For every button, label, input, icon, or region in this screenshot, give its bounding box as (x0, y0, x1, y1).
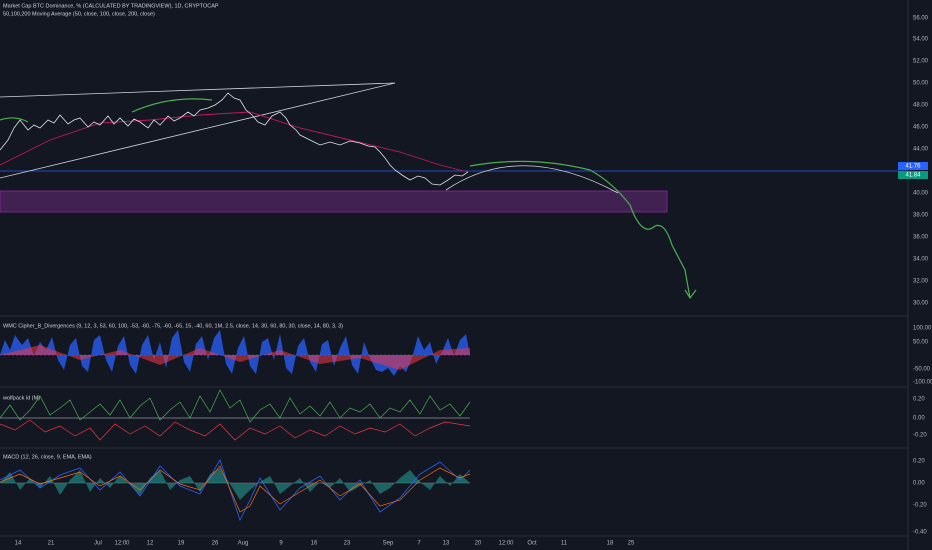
price-tick: 30.00 (913, 301, 929, 307)
time-tick: 20 (475, 541, 482, 547)
pane-tick: -0.20 (913, 433, 927, 439)
ma-legend: 50,100,200 Moving Average (50, close, 10… (3, 11, 155, 17)
oscillator-up (0, 389, 471, 423)
arc-drawing (131, 98, 213, 113)
pane-tick: -0.20 (913, 503, 927, 509)
money-flow (0, 345, 470, 370)
zone-box (0, 190, 668, 213)
time-tick: 11 (561, 541, 568, 547)
pane-title: WMC Cipher_B_Divergences (9, 12, 3, 53, … (3, 323, 343, 329)
time-tick: 12:00 (114, 541, 130, 547)
time-tick: Sep (383, 541, 394, 547)
symbol-legend: Market Cap BTC Dominance, % (CALCULATED … (3, 3, 219, 9)
last-close: 41.84 (905, 173, 921, 179)
price-tick: 36.00 (913, 235, 929, 241)
signal-line (0, 465, 471, 513)
price-tick: 44.00 (913, 147, 929, 153)
pane-tick: 0.00 (913, 416, 925, 422)
wedge-line (0, 82, 396, 98)
time-tick: 9 (279, 541, 283, 547)
macd-histogram (0, 468, 470, 500)
price-tick: 32.00 (913, 279, 929, 285)
pane-tick: -100.00 (913, 380, 932, 386)
time-tick: 13 (443, 541, 450, 547)
time-tick: 26 (212, 541, 219, 547)
price-tick: 50.00 (913, 81, 929, 87)
arc-drawing (0, 117, 29, 123)
pane-tick: 0.00 (913, 481, 925, 487)
time-tick: 14 (15, 541, 22, 547)
time-tick: 25 (628, 541, 635, 547)
last-price-tag (898, 162, 928, 170)
pane-title: wolfpack id (M) (2, 395, 40, 401)
oscillator-down (0, 419, 471, 441)
time-tick: 18 (607, 541, 614, 547)
last-price: 41.76 (905, 164, 921, 170)
time-tick: Jul (94, 541, 102, 547)
time-tick: 12:00 (498, 541, 514, 547)
time-tick: 21 (48, 541, 55, 547)
price-tick: 40.00 (913, 191, 929, 197)
pane-tick: 50.00 (913, 340, 929, 346)
pane-tick: 100.00 (913, 326, 932, 332)
wedge-line (0, 82, 396, 179)
time-tick: Aug (238, 541, 249, 547)
price-tick: 38.00 (913, 213, 929, 219)
arc-drawing (445, 165, 619, 194)
price-tick: 52.00 (913, 59, 929, 65)
pane-tick: 0.20 (913, 397, 925, 403)
pane-tick: 0.20 (913, 459, 925, 465)
time-tick: 7 (417, 541, 421, 547)
macd-line (0, 459, 471, 522)
price-tick: 34.00 (913, 257, 929, 263)
wave-area (0, 330, 470, 376)
moving-average (0, 111, 469, 173)
projection-arrow (684, 289, 697, 300)
close-tag (898, 171, 928, 179)
projection-curve (469, 160, 691, 299)
pane-title: MACD (12, 26, close, 9, EMA, EMA) (3, 454, 92, 460)
price-tick: 48.00 (913, 103, 929, 109)
price-tick: 46.00 (913, 125, 929, 131)
price-tick: 56.00 (913, 16, 929, 22)
pane-tick: -0.40 (913, 530, 927, 536)
time-tick: 19 (178, 541, 185, 547)
time-tick: Oct (527, 541, 537, 547)
time-tick: 23 (344, 541, 351, 547)
time-tick: 16 (311, 541, 318, 547)
price-tick: 54.00 (913, 37, 929, 43)
price-series (0, 92, 469, 186)
time-tick: 12 (147, 541, 154, 547)
pane-tick: -50.00 (913, 367, 931, 373)
